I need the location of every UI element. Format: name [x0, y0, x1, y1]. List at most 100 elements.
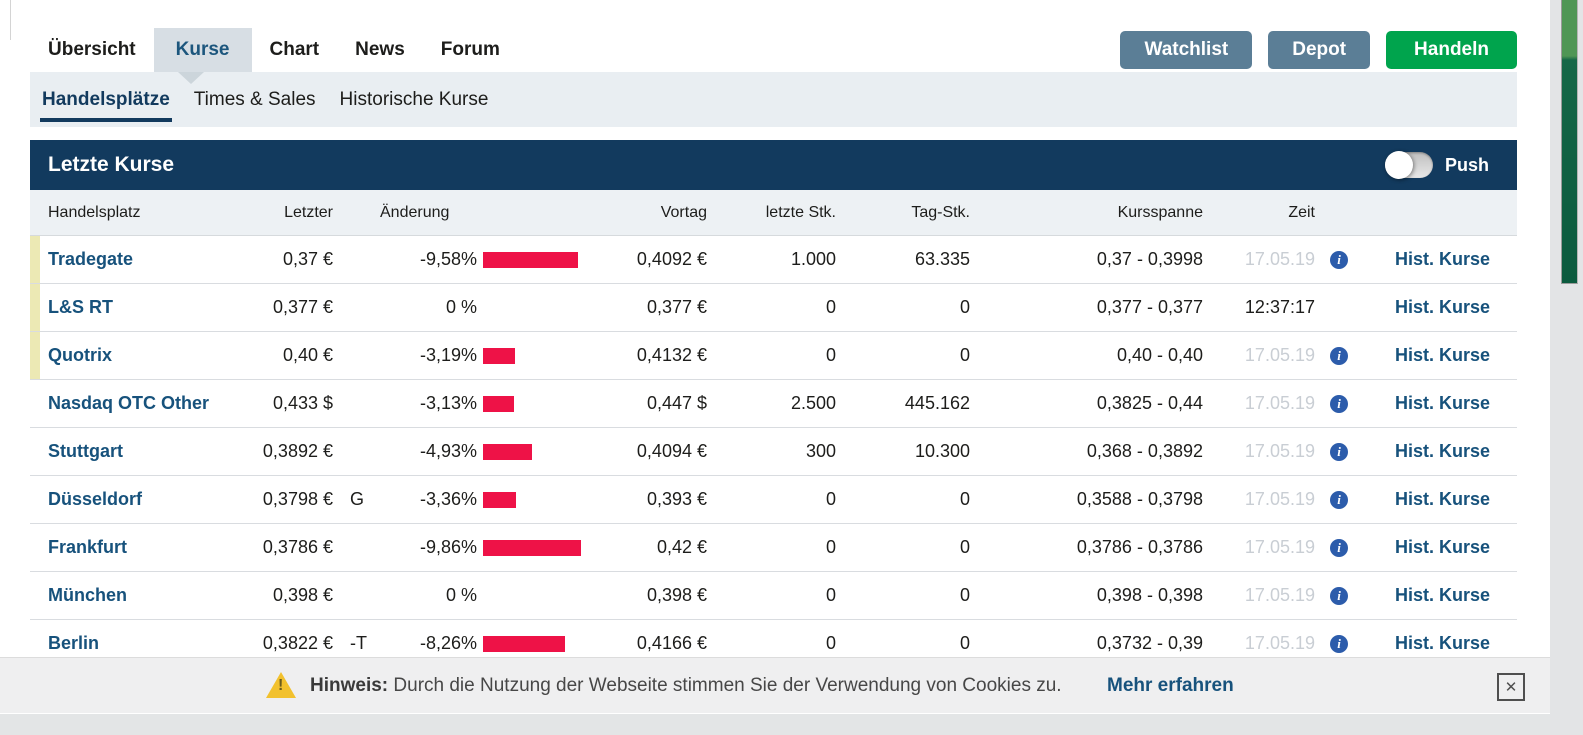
hist-kurse-link[interactable]: Hist. Kurse [1394, 441, 1490, 461]
subnav-item-times-sales[interactable]: Times & Sales [193, 88, 316, 110]
change-percent-value: -3,19% [419, 345, 477, 365]
subnav-item-historische-kurse[interactable]: Historische Kurse [339, 88, 489, 110]
hist-kurse-link[interactable]: Hist. Kurse [1394, 537, 1490, 557]
warning-triangle-icon [266, 672, 296, 698]
vortag-value: 0,377 € [646, 297, 707, 317]
kursspanne-value: 0,377 - 0,377 [1096, 297, 1203, 317]
change-percent-value: 0 % [445, 297, 477, 317]
info-icon[interactable]: i [1330, 586, 1348, 605]
top-navigation: Übersicht Kurse Chart News Forum Watchli… [30, 28, 1517, 72]
venue-link[interactable]: Tradegate [48, 249, 134, 269]
info-icon[interactable]: i [1330, 634, 1348, 653]
last-price-value: 0,433 $ [272, 393, 333, 413]
change-percent-value: -8,26% [419, 633, 477, 653]
zeit-value: 12:37:17 [1244, 297, 1315, 317]
hist-kurse-link[interactable]: Hist. Kurse [1394, 393, 1490, 413]
tab-news[interactable]: News [355, 39, 405, 60]
kursspanne-value: 0,368 - 0,3892 [1086, 441, 1203, 461]
tab-chart[interactable]: Chart [269, 39, 320, 60]
vortag-value: 0,4166 € [636, 633, 707, 653]
handeln-button[interactable]: Handeln [1386, 31, 1517, 69]
tab-forum[interactable]: Forum [440, 39, 500, 60]
tag-stk-value: 0 [959, 537, 970, 557]
zeit-value: 17.05.19 [1244, 633, 1315, 653]
zeit-value: 17.05.19 [1244, 345, 1315, 365]
info-icon[interactable]: i [1330, 538, 1348, 557]
hist-kurse-link[interactable]: Hist. Kurse [1394, 489, 1490, 509]
price-suffix: G [350, 489, 365, 509]
cookie-close-button[interactable]: ✕ [1497, 673, 1525, 701]
push-toggle[interactable] [1384, 151, 1433, 179]
change-bar-icon [483, 347, 515, 364]
venue-link[interactable]: Nasdaq OTC Other [48, 393, 210, 413]
vortag-value: 0,398 € [646, 585, 707, 605]
last-price-value: 0,3822 € [262, 633, 333, 653]
cookie-more-link[interactable]: Mehr erfahren [1107, 675, 1234, 696]
change-bar-icon [483, 251, 578, 268]
vortag-value: 0,42 € [656, 537, 707, 557]
change-bar-icon [483, 395, 514, 412]
change-bar-icon [483, 443, 532, 460]
hist-kurse-link[interactable]: Hist. Kurse [1394, 297, 1490, 317]
zeit-value: 17.05.19 [1244, 537, 1315, 557]
panel-title: Letzte Kurse [48, 153, 175, 176]
letzte-stk-value: 0 [825, 633, 836, 653]
letzte-stk-value: 1.000 [790, 249, 836, 269]
tag-stk-value: 0 [959, 489, 970, 509]
venue-link[interactable]: München [48, 585, 127, 605]
change-percent-value: -3,36% [419, 489, 477, 509]
hist-kurse-link[interactable]: Hist. Kurse [1394, 585, 1490, 605]
watchlist-button[interactable]: Watchlist [1120, 31, 1253, 69]
hist-kurse-link[interactable]: Hist. Kurse [1394, 249, 1490, 269]
info-icon[interactable]: i [1330, 442, 1348, 461]
venue-link[interactable]: L&S RT [48, 297, 113, 317]
info-icon[interactable]: i [1330, 346, 1348, 365]
venue-link[interactable]: Quotrix [48, 345, 113, 365]
letzte-stk-value: 0 [825, 345, 836, 365]
table-row: Stuttgart 0,3892 € -4,93% 0,4094 € 300 1… [30, 428, 1517, 476]
venue-link[interactable]: Frankfurt [48, 537, 128, 557]
col-header-tag-stk: Tag-Stk. [911, 204, 970, 221]
vortag-value: 0,447 $ [646, 393, 707, 413]
push-toggle-knob-icon [1384, 151, 1413, 179]
change-bar-icon [483, 539, 581, 556]
letzte-stk-value: 2.500 [790, 393, 836, 413]
venue-link[interactable]: Stuttgart [48, 441, 123, 461]
kursspanne-value: 0,3825 - 0,44 [1096, 393, 1203, 413]
kursspanne-value: 0,37 - 0,3998 [1096, 249, 1203, 269]
zeit-value: 17.05.19 [1244, 393, 1315, 413]
zeit-value: 17.05.19 [1244, 249, 1315, 269]
last-price-value: 0,398 € [272, 585, 333, 605]
price-suffix: -T [350, 633, 367, 653]
col-header-zeit: Zeit [1288, 204, 1315, 221]
venue-link[interactable]: Berlin [48, 633, 100, 653]
venue-link[interactable]: Düsseldorf [48, 489, 143, 509]
cookie-notice-prefix: Hinweis: [310, 675, 389, 696]
kursspanne-value: 0,40 - 0,40 [1116, 345, 1203, 365]
push-toggle-label: Push [1444, 154, 1489, 175]
last-price-value: 0,3798 € [262, 489, 333, 509]
kursspanne-value: 0,3786 - 0,3786 [1076, 537, 1203, 557]
last-price-value: 0,3892 € [262, 441, 333, 461]
letzte-stk-value: 0 [825, 297, 836, 317]
last-price-value: 0,3786 € [262, 537, 333, 557]
change-percent-value: -9,58% [419, 249, 477, 269]
sub-navigation: Handelsplätze Times & Sales Historische … [30, 72, 1517, 127]
tab-uebersicht[interactable]: Übersicht [48, 39, 136, 60]
tab-kurse[interactable]: Kurse [153, 28, 252, 72]
kursspanne-value: 0,3588 - 0,3798 [1076, 489, 1203, 509]
table-header-row: Handelsplatz Letzter Änderung Vortag let… [30, 190, 1517, 236]
subnav-item-handelsplaetze[interactable]: Handelsplätze [30, 72, 182, 127]
info-icon[interactable]: i [1330, 490, 1348, 509]
kursspanne-value: 0,3732 - 0,39 [1096, 633, 1203, 653]
hist-kurse-link[interactable]: Hist. Kurse [1394, 345, 1490, 365]
ad-banner-edge [1561, 0, 1578, 284]
hist-kurse-link[interactable]: Hist. Kurse [1394, 633, 1490, 653]
col-header-letzte-stk: letzte Stk. [765, 204, 836, 221]
depot-button[interactable]: Depot [1268, 31, 1371, 69]
info-icon[interactable]: i [1330, 250, 1348, 269]
table-row: Tradegate 0,37 € -9,58% 0,4092 € 1.000 6… [30, 236, 1517, 284]
change-percent-value: 0 % [445, 585, 477, 605]
table-row: Nasdaq OTC Other 0,433 $ -3,13% 0,447 $ … [30, 380, 1517, 428]
info-icon[interactable]: i [1330, 394, 1348, 413]
